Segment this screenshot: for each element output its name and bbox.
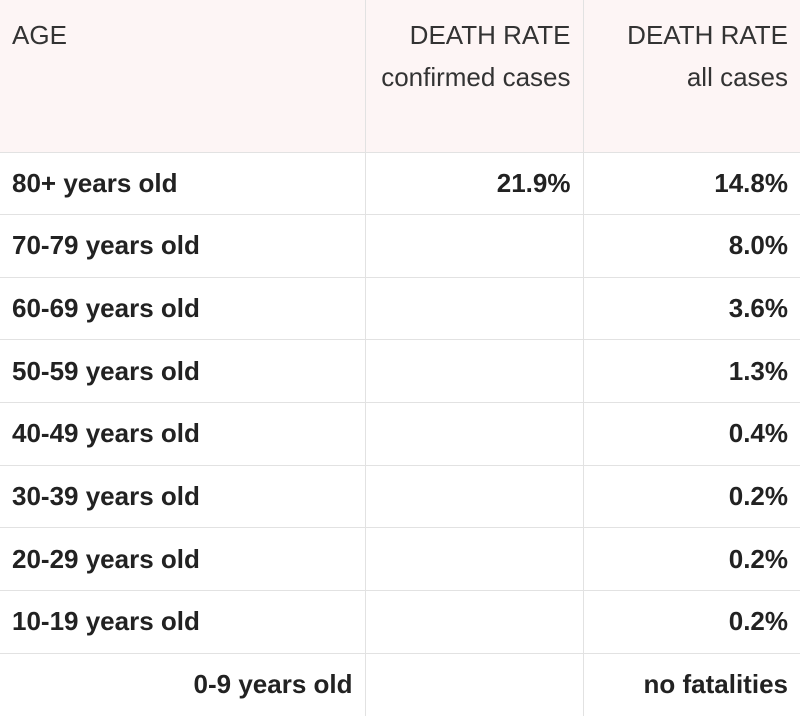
empty-cell bbox=[364, 339, 584, 404]
empty-cell bbox=[364, 464, 584, 529]
table-row: 80+ years old 21.9% 14.8% bbox=[0, 151, 800, 216]
table-row: 30-39 years old 0.2% bbox=[0, 464, 800, 529]
rate-cell: 8.0% bbox=[582, 214, 800, 278]
rate-cell: 21.9% bbox=[364, 151, 584, 216]
rate-cell: 0.2% bbox=[582, 590, 800, 654]
table-row: 0-9 years old no fatalities bbox=[0, 652, 800, 716]
age-cell: 60-69 years old bbox=[0, 276, 366, 341]
table-body: 80+ years old 21.9% 14.8% 70-79 years old 8.… bbox=[0, 151, 800, 716]
table-row: 10-19 years old 0.2% bbox=[0, 590, 800, 654]
rate-cell: 1.3% bbox=[582, 339, 800, 404]
rate-cell: 0.4% bbox=[582, 402, 800, 466]
rate-cell: 0.2% bbox=[582, 527, 800, 592]
empty-cell bbox=[364, 590, 584, 654]
rate-cell: 0.2% bbox=[582, 464, 800, 529]
table-row: 20-29 years old 0.2% bbox=[0, 527, 800, 592]
table-row: 60-69 years old 3.6% bbox=[0, 276, 800, 341]
table-row: 50-59 years old 1.3% bbox=[0, 339, 800, 404]
header-cell: AGE bbox=[0, 0, 366, 153]
age-cell: 0-9 years old bbox=[0, 652, 366, 716]
age-cell: 50-59 years old bbox=[0, 339, 366, 404]
age-cell: 30-39 years old bbox=[0, 464, 366, 529]
rate-cell: 3.6% bbox=[582, 276, 800, 341]
header-cell: DEATH RATE confirmed cases bbox=[364, 0, 584, 153]
age-cell: 20-29 years old bbox=[0, 527, 366, 592]
rate-cell: no fatalities bbox=[582, 652, 800, 716]
empty-cell bbox=[364, 214, 584, 278]
age-cell: 80+ years old bbox=[0, 151, 366, 216]
header-cell: DEATH RATE all cases bbox=[582, 0, 800, 153]
empty-cell bbox=[364, 402, 584, 466]
header-row: AGE DEATH RATE confirmed cases DEATH RATE … bbox=[0, 0, 800, 153]
empty-cell bbox=[364, 276, 584, 341]
table-row: 40-49 years old 0.4% bbox=[0, 402, 800, 466]
age-cell: 70-79 years old bbox=[0, 214, 366, 278]
rate-cell: 14.8% bbox=[582, 151, 800, 216]
empty-cell bbox=[364, 652, 584, 716]
age-cell: 40-49 years old bbox=[0, 402, 366, 466]
table-row: 70-79 years old 8.0% bbox=[0, 214, 800, 278]
age-cell: 10-19 years old bbox=[0, 590, 366, 654]
empty-cell bbox=[364, 527, 584, 592]
